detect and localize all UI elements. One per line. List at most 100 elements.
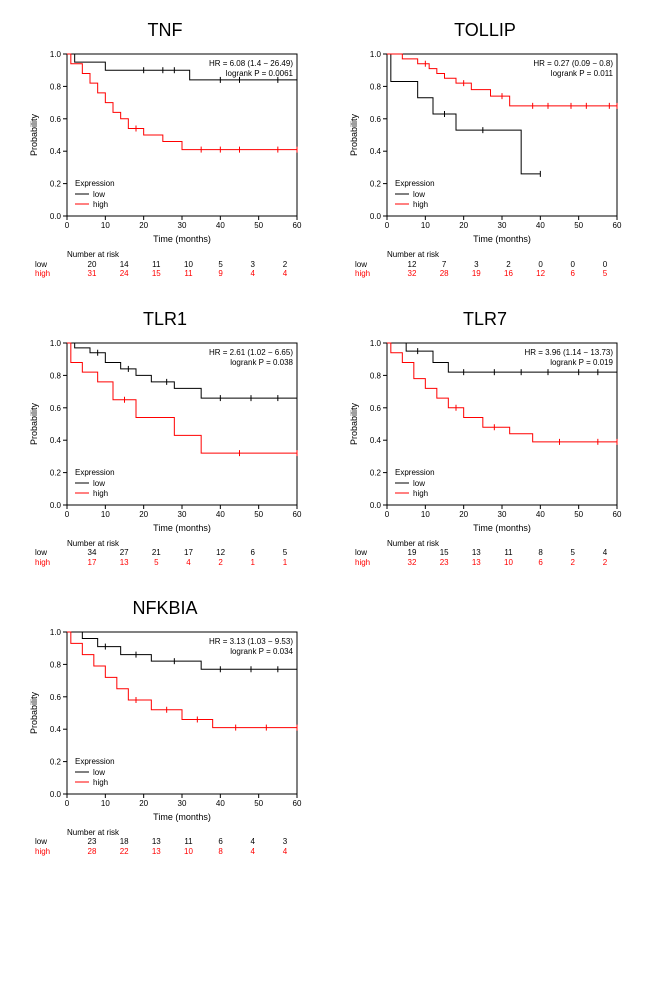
svg-text:logrank P = 0.034: logrank P = 0.034 bbox=[230, 647, 293, 656]
svg-text:20: 20 bbox=[459, 510, 468, 519]
svg-text:Expression: Expression bbox=[395, 179, 435, 188]
km-panel-tlr7: TLR7 01020304050600.00.20.40.60.81.0Time… bbox=[340, 309, 630, 568]
svg-text:0.4: 0.4 bbox=[370, 147, 382, 156]
svg-text:30: 30 bbox=[498, 510, 507, 519]
svg-text:0.2: 0.2 bbox=[50, 468, 62, 477]
svg-text:0.0: 0.0 bbox=[50, 212, 62, 221]
svg-text:Expression: Expression bbox=[75, 468, 115, 477]
km-chart: 01020304050600.00.20.40.60.81.0Time (mon… bbox=[25, 46, 305, 246]
km-panel-nfkbia: NFKBIA 01020304050600.00.20.40.60.81.0Ti… bbox=[20, 598, 310, 857]
svg-text:30: 30 bbox=[178, 221, 187, 230]
svg-text:0: 0 bbox=[385, 221, 390, 230]
panel-title: TLR1 bbox=[143, 309, 187, 330]
svg-text:50: 50 bbox=[254, 510, 263, 519]
svg-text:logrank P = 0.038: logrank P = 0.038 bbox=[230, 358, 293, 367]
svg-text:1.0: 1.0 bbox=[50, 50, 62, 59]
svg-text:HR = 3.13 (1.03 − 9.53): HR = 3.13 (1.03 − 9.53) bbox=[209, 637, 293, 646]
svg-text:0.2: 0.2 bbox=[50, 757, 62, 766]
risk-table: Number at risk low 23181311643 high 2822… bbox=[25, 828, 305, 857]
svg-text:0: 0 bbox=[65, 510, 70, 519]
svg-text:60: 60 bbox=[613, 510, 622, 519]
svg-text:50: 50 bbox=[574, 510, 583, 519]
svg-text:0.2: 0.2 bbox=[50, 180, 62, 189]
svg-text:40: 40 bbox=[536, 221, 545, 230]
svg-text:50: 50 bbox=[254, 221, 263, 230]
svg-text:Expression: Expression bbox=[75, 179, 115, 188]
svg-text:high: high bbox=[93, 778, 108, 787]
svg-text:low: low bbox=[93, 190, 105, 199]
km-chart: 01020304050600.00.20.40.60.81.0Time (mon… bbox=[345, 46, 625, 246]
svg-text:10: 10 bbox=[101, 510, 110, 519]
svg-text:0.6: 0.6 bbox=[370, 404, 382, 413]
panel-title: NFKBIA bbox=[132, 598, 197, 619]
svg-text:Time (months): Time (months) bbox=[153, 523, 211, 533]
svg-text:50: 50 bbox=[574, 221, 583, 230]
svg-text:high: high bbox=[93, 489, 108, 498]
svg-text:Probability: Probability bbox=[349, 113, 359, 156]
svg-text:logrank P = 0.0061: logrank P = 0.0061 bbox=[226, 69, 294, 78]
svg-text:HR = 6.08 (1.4 − 26.49): HR = 6.08 (1.4 − 26.49) bbox=[209, 59, 293, 68]
svg-text:0.0: 0.0 bbox=[50, 501, 62, 510]
svg-text:10: 10 bbox=[101, 221, 110, 230]
svg-text:0.4: 0.4 bbox=[50, 725, 62, 734]
km-chart: 01020304050600.00.20.40.60.81.0Time (mon… bbox=[345, 335, 625, 535]
svg-text:0.8: 0.8 bbox=[370, 371, 382, 380]
svg-text:0.4: 0.4 bbox=[50, 436, 62, 445]
svg-text:0.4: 0.4 bbox=[50, 147, 62, 156]
svg-text:60: 60 bbox=[293, 510, 302, 519]
svg-text:30: 30 bbox=[498, 221, 507, 230]
svg-text:40: 40 bbox=[216, 510, 225, 519]
svg-text:20: 20 bbox=[139, 799, 148, 808]
svg-text:40: 40 bbox=[536, 510, 545, 519]
svg-text:50: 50 bbox=[254, 799, 263, 808]
svg-text:1.0: 1.0 bbox=[50, 339, 62, 348]
svg-text:60: 60 bbox=[613, 221, 622, 230]
svg-text:Probability: Probability bbox=[29, 402, 39, 445]
svg-text:HR = 2.61 (1.02 − 6.65): HR = 2.61 (1.02 − 6.65) bbox=[209, 348, 293, 357]
risk-table: Number at risk low 342721171265 high 171… bbox=[25, 539, 305, 568]
km-panel-tlr1: TLR1 01020304050600.00.20.40.60.81.0Time… bbox=[20, 309, 310, 568]
svg-text:low: low bbox=[93, 768, 105, 777]
svg-text:0.0: 0.0 bbox=[370, 501, 382, 510]
panel-title: TLR7 bbox=[463, 309, 507, 330]
svg-text:low: low bbox=[413, 190, 425, 199]
svg-text:40: 40 bbox=[216, 221, 225, 230]
svg-text:0.8: 0.8 bbox=[370, 82, 382, 91]
svg-text:HR = 0.27 (0.09 − 0.8): HR = 0.27 (0.09 − 0.8) bbox=[533, 59, 613, 68]
svg-text:Time (months): Time (months) bbox=[473, 523, 531, 533]
risk-table: Number at risk low 20141110532 high 3124… bbox=[25, 250, 305, 279]
svg-text:logrank P = 0.019: logrank P = 0.019 bbox=[550, 358, 613, 367]
svg-text:Time (months): Time (months) bbox=[473, 234, 531, 244]
svg-text:low: low bbox=[93, 479, 105, 488]
svg-text:high: high bbox=[93, 200, 108, 209]
svg-text:high: high bbox=[413, 200, 428, 209]
svg-text:20: 20 bbox=[459, 221, 468, 230]
svg-text:30: 30 bbox=[178, 510, 187, 519]
svg-text:10: 10 bbox=[421, 510, 430, 519]
risk-table: Number at risk low 12732000 high 3228191… bbox=[345, 250, 625, 279]
svg-text:Probability: Probability bbox=[29, 691, 39, 734]
svg-text:Probability: Probability bbox=[29, 113, 39, 156]
svg-text:60: 60 bbox=[293, 799, 302, 808]
svg-text:0.2: 0.2 bbox=[370, 468, 382, 477]
svg-text:Time (months): Time (months) bbox=[153, 812, 211, 822]
svg-text:0.8: 0.8 bbox=[50, 371, 62, 380]
svg-text:low: low bbox=[413, 479, 425, 488]
svg-text:0.6: 0.6 bbox=[50, 404, 62, 413]
svg-text:Probability: Probability bbox=[349, 402, 359, 445]
svg-text:1.0: 1.0 bbox=[370, 50, 382, 59]
svg-text:60: 60 bbox=[293, 221, 302, 230]
svg-text:Time (months): Time (months) bbox=[153, 234, 211, 244]
svg-text:0.0: 0.0 bbox=[50, 790, 62, 799]
svg-text:0.6: 0.6 bbox=[50, 692, 62, 701]
svg-text:Expression: Expression bbox=[75, 757, 115, 766]
svg-text:0.8: 0.8 bbox=[50, 660, 62, 669]
svg-text:0.4: 0.4 bbox=[370, 436, 382, 445]
svg-text:40: 40 bbox=[216, 799, 225, 808]
svg-text:0.0: 0.0 bbox=[370, 212, 382, 221]
svg-text:1.0: 1.0 bbox=[370, 339, 382, 348]
svg-text:10: 10 bbox=[101, 799, 110, 808]
svg-text:30: 30 bbox=[178, 799, 187, 808]
svg-text:20: 20 bbox=[139, 221, 148, 230]
km-chart: 01020304050600.00.20.40.60.81.0Time (mon… bbox=[25, 624, 305, 824]
